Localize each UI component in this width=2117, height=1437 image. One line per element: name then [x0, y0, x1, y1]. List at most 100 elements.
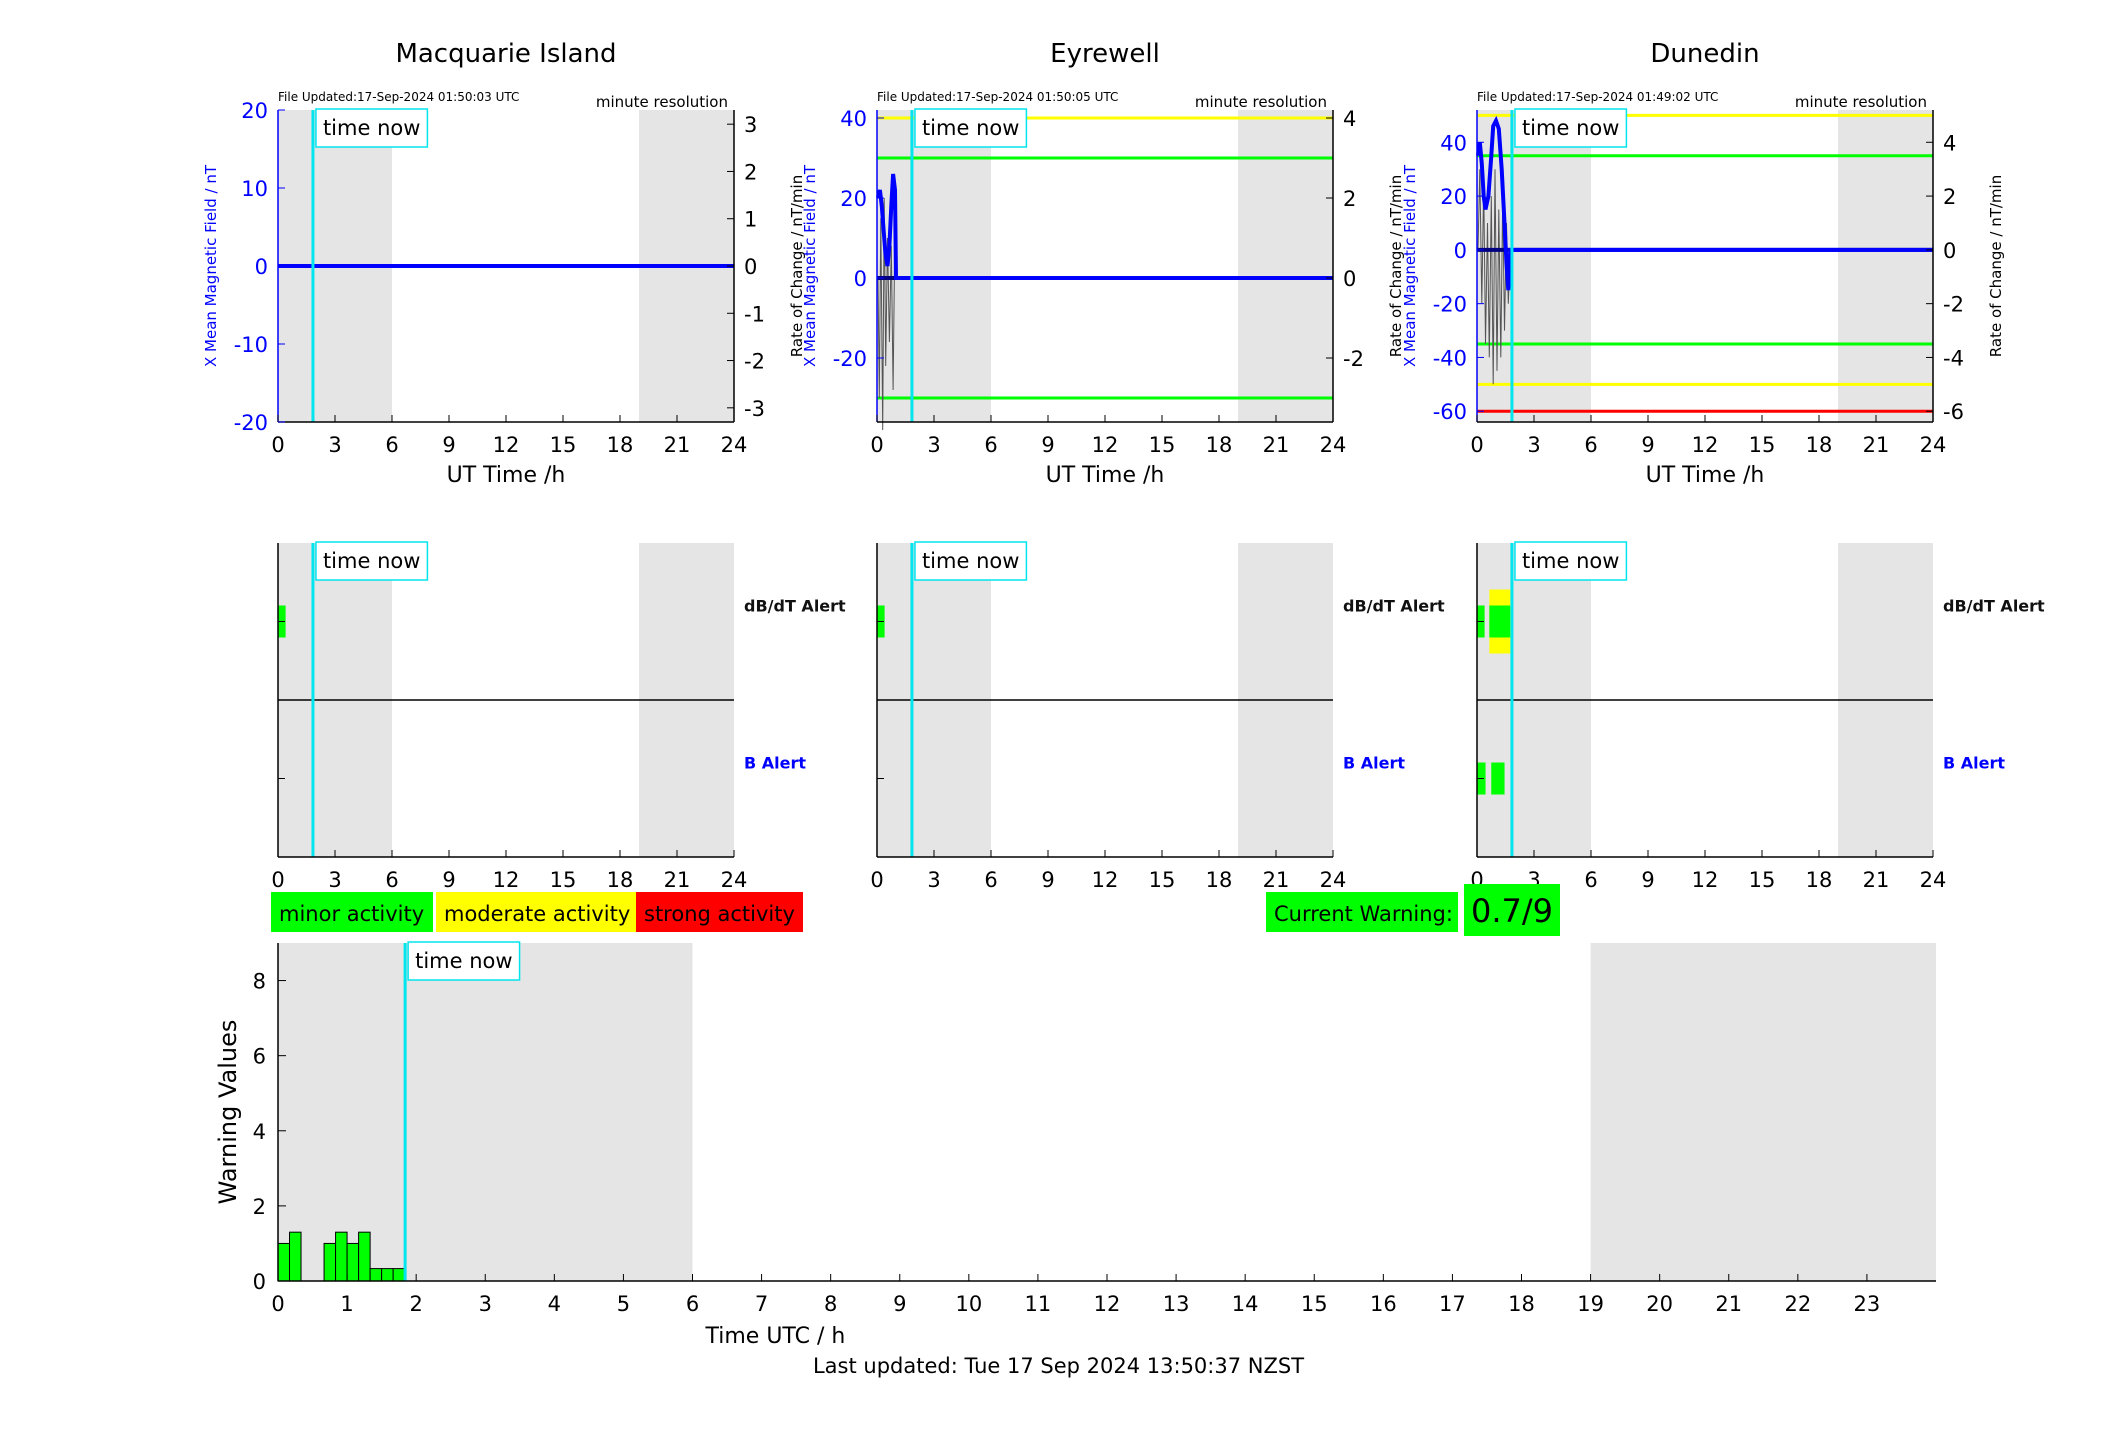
alert-bar [1489, 605, 1511, 638]
y2-tick-label: 4 [1943, 131, 1956, 155]
y-tick-label: 0 [854, 267, 867, 291]
x-tick-label: 12 [1094, 1292, 1121, 1316]
y-tick-label: 4 [253, 1120, 266, 1144]
time-now-box [914, 541, 1028, 581]
legend-moderate-swatch [436, 892, 636, 932]
warning-bar [358, 1231, 371, 1282]
time-now-label: time now [922, 116, 1019, 140]
current-warning-label: Current Warning: [1274, 902, 1453, 926]
x-tick-label: 11 [1025, 1292, 1052, 1316]
x-tick-label: 12 [1092, 868, 1119, 892]
y-tick-label: 0 [1454, 239, 1467, 263]
y2-tick-label: 4 [1343, 107, 1356, 131]
warning-bar [381, 1268, 394, 1282]
x-tick-label: 21 [1863, 868, 1890, 892]
time-now-label: time now [1522, 116, 1619, 140]
time-now-label: time now [1522, 549, 1619, 573]
legend-strong-label: strong activity [644, 902, 795, 926]
warning-bar [289, 1231, 302, 1282]
y2-tick-label: 3 [744, 113, 757, 137]
x-tick-label: 15 [1149, 868, 1176, 892]
alert-row-label: dB/dT Alert [1343, 597, 1445, 616]
x-tick-label: 12 [493, 433, 520, 457]
warning-bar [323, 1242, 337, 1282]
x-tick-label: 9 [442, 868, 455, 892]
alert-row-label: B Alert [744, 754, 806, 773]
warning-bar [392, 1268, 406, 1282]
time-now-box [407, 941, 521, 981]
x-tick-label: 18 [1806, 433, 1833, 457]
warning-bar [335, 1231, 348, 1282]
x-tick-label: 9 [442, 433, 455, 457]
x-tick-label: 18 [1508, 1292, 1535, 1316]
x-tick-label: 5 [617, 1292, 630, 1316]
x-tick-label: 19 [1577, 1292, 1604, 1316]
x-tick-label: 2 [409, 1292, 422, 1316]
y-tick-label: 2 [253, 1195, 266, 1219]
y-axis-label: Warning Values [214, 1020, 242, 1205]
x-tick-label: 0 [271, 433, 284, 457]
x-tick-label: 9 [1041, 433, 1054, 457]
y2-tick-label: -3 [744, 397, 765, 421]
x-tick-label: 3 [479, 1292, 492, 1316]
night-shade [278, 943, 693, 1281]
y-tick-label: 20 [840, 187, 867, 211]
y-tick-label: -40 [1433, 346, 1467, 370]
x-tick-label: 6 [1584, 433, 1597, 457]
x-tick-label: 0 [271, 868, 284, 892]
y2-axis-label: Rate of Change / nT/min [1987, 175, 2005, 357]
activity-legend: minor activity moderate activity strong ac… [271, 884, 1560, 936]
x-tick-label: 6 [385, 433, 398, 457]
y2-tick-label: -2 [1343, 347, 1364, 371]
resolution-label: minute resolution [596, 93, 728, 111]
y-axis-label: X Mean Magnetic Field / nT [1401, 164, 1419, 367]
x-tick-label: 22 [1784, 1292, 1811, 1316]
y-tick-label: 40 [1440, 131, 1467, 155]
y-tick-label: 20 [1440, 185, 1467, 209]
x-tick-label: 0 [870, 868, 883, 892]
time-now-label: time now [922, 549, 1019, 573]
last-updated-footer: Last updated: Tue 17 Sep 2024 13:50:37 N… [812, 1354, 1305, 1378]
x-tick-label: 18 [1206, 433, 1233, 457]
y-tick-label: -10 [234, 333, 268, 357]
x-tick-label: 12 [1092, 433, 1119, 457]
alert-chart-1: dB/dT Alert B Alert time now 0 3 6 9 12 15 18 21 24 [271, 541, 846, 892]
legend-moderate-label: moderate activity [444, 902, 630, 926]
x-tick-label: 15 [1301, 1292, 1328, 1316]
x-tick-label: 18 [607, 868, 634, 892]
y-tick-label: 10 [241, 177, 268, 201]
x-tick-label: 9 [1641, 868, 1654, 892]
legend-minor-swatch [271, 892, 433, 932]
y2-tick-label: 2 [1343, 187, 1356, 211]
x-tick-label: 9 [1041, 868, 1054, 892]
chart-title: Macquarie Island [395, 39, 616, 69]
x-tick-label: 24 [721, 868, 748, 892]
chart-title: Dunedin [1650, 39, 1759, 69]
x-tick-label: 15 [550, 868, 577, 892]
y2-axis-label: Rate of Change / nT/min [788, 175, 806, 357]
time-now-label: time now [323, 116, 420, 140]
legend-strong-swatch [636, 892, 803, 932]
x-tick-label: 21 [1715, 1292, 1742, 1316]
x-tick-label: 21 [664, 433, 691, 457]
time-now-label: time now [415, 949, 512, 973]
x-tick-label: 18 [607, 433, 634, 457]
x-tick-label: 15 [1149, 433, 1176, 457]
x-tick-label: 15 [1749, 868, 1776, 892]
x-tick-label: 14 [1232, 1292, 1259, 1316]
y2-tick-label: -4 [1943, 346, 1964, 370]
y2-tick-label: -2 [744, 350, 765, 374]
x-tick-label: 20 [1646, 1292, 1673, 1316]
x-tick-label: 6 [984, 868, 997, 892]
magnetometer-chart-1: Macquarie Island File Updated:17-Sep-2024… [202, 39, 806, 488]
y-tick-label: 0 [253, 1270, 266, 1294]
x-tick-label: 15 [1749, 433, 1776, 457]
alert-chart-2: dB/dT Alert B Alert time now 0 3 6 9 12 15 18 21 24 [870, 541, 1445, 892]
x-tick-label: 6 [686, 1292, 699, 1316]
x-axis-label: Time UTC / h [705, 1324, 846, 1349]
x-tick-label: 21 [1263, 433, 1290, 457]
warning-bar [346, 1242, 360, 1282]
x-tick-label: 6 [984, 433, 997, 457]
y-tick-label: -20 [833, 347, 867, 371]
